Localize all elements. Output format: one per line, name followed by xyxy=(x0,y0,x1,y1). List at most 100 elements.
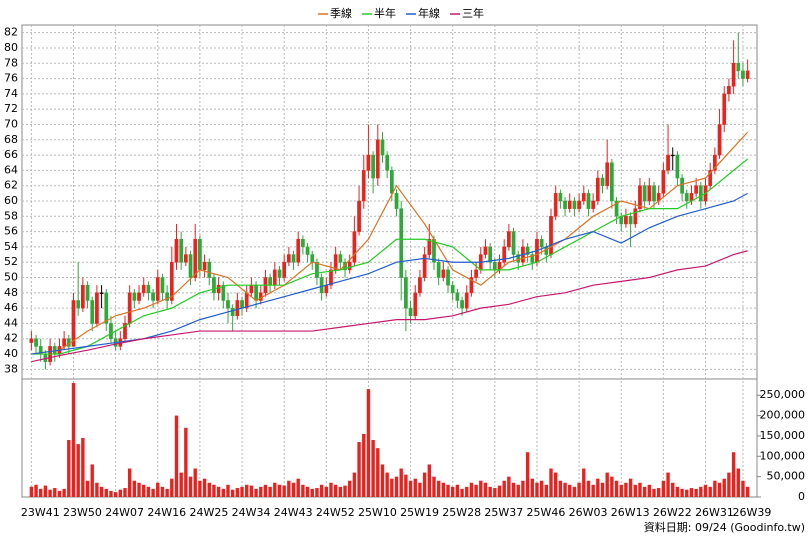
volume-bar xyxy=(483,482,488,497)
candle-body xyxy=(286,254,291,263)
y-tick-label: 40 xyxy=(4,347,18,360)
candle-body xyxy=(581,193,586,202)
volume-bar xyxy=(343,485,347,497)
candle-body xyxy=(450,284,455,294)
candle-body xyxy=(563,200,567,209)
candle-body xyxy=(389,170,394,194)
y-tick-label: 44 xyxy=(4,316,18,329)
x-tick-label: 24W34 xyxy=(232,506,271,519)
volume-bar xyxy=(62,488,66,497)
volume-bar xyxy=(376,448,380,497)
candle-body xyxy=(62,338,66,347)
candle-body xyxy=(352,231,357,263)
volume-bar xyxy=(282,485,286,497)
y-tick-label: 48 xyxy=(4,286,18,299)
legend-label: 季線 xyxy=(330,6,352,20)
candle-body xyxy=(165,292,169,301)
volume-bar xyxy=(174,415,179,497)
volume-bar xyxy=(647,484,652,497)
volume-bar xyxy=(146,486,151,497)
legend-label: 年線 xyxy=(418,6,440,20)
candle-body xyxy=(207,261,212,278)
candle-body xyxy=(572,200,577,209)
volume-bar xyxy=(118,489,123,497)
volume-bar xyxy=(699,486,703,497)
y-tick-label: 46 xyxy=(4,301,18,314)
volume-bar xyxy=(291,482,296,497)
candle-body xyxy=(586,193,591,209)
candle-body xyxy=(371,154,375,179)
candle-body xyxy=(525,246,530,255)
candle-body xyxy=(661,170,666,194)
candle-body xyxy=(198,239,202,271)
candle-body xyxy=(605,162,610,186)
candle-body xyxy=(647,185,652,202)
candle-body xyxy=(736,63,741,72)
volume-bar xyxy=(671,482,675,497)
volume-bar xyxy=(408,480,413,497)
volume-bar xyxy=(394,476,399,497)
candle-body xyxy=(684,193,689,202)
volume-bar xyxy=(446,484,450,497)
volume-bar xyxy=(469,482,474,497)
candle-body xyxy=(483,246,488,255)
volume-bar xyxy=(109,490,113,497)
candle-body xyxy=(474,269,478,278)
candle-body xyxy=(675,154,680,179)
candle-body xyxy=(347,261,352,271)
volume-bar xyxy=(474,484,478,497)
volume-bar xyxy=(535,482,539,497)
volume-bar xyxy=(390,478,394,497)
volume-bar xyxy=(521,480,525,497)
volume-bar xyxy=(81,437,85,497)
volume-bar xyxy=(422,472,427,497)
candle-body xyxy=(492,261,497,271)
candle-body xyxy=(244,292,249,309)
volume-bar xyxy=(113,492,118,497)
volume-bar xyxy=(507,476,511,497)
candle-body xyxy=(240,300,244,309)
volume-bar xyxy=(137,482,141,497)
volume-bar xyxy=(259,486,263,497)
volume-bar xyxy=(380,464,385,497)
candle-body xyxy=(741,70,745,79)
volume-bar xyxy=(127,468,132,497)
volume-bar xyxy=(99,486,104,497)
y-tick-label: 42 xyxy=(4,332,18,345)
y-tick-label: 56 xyxy=(4,225,18,238)
candle-body xyxy=(301,239,305,248)
candle-body xyxy=(212,277,216,294)
y-tick-label: 68 xyxy=(4,133,18,146)
candle-body xyxy=(366,154,371,171)
y2-tick-label: 200,000 xyxy=(760,409,806,422)
volume-bar xyxy=(188,476,193,497)
candle-body xyxy=(460,300,464,309)
candle-body xyxy=(418,277,422,294)
volume-bar xyxy=(184,427,188,497)
volume-bar xyxy=(385,472,389,497)
volume-bar xyxy=(638,482,642,497)
candle-body xyxy=(507,231,511,248)
volume-bar xyxy=(455,484,460,497)
x-tick-label: 26W22 xyxy=(653,506,692,519)
x-tick-label: 24W43 xyxy=(274,506,313,519)
candle-body xyxy=(333,254,338,271)
footer: 資料日期: 09/24 (Goodinfo.tw) xyxy=(644,520,805,534)
volume-bar xyxy=(563,482,567,497)
candle-body xyxy=(698,185,703,202)
x-tick-label: 23W50 xyxy=(63,506,102,519)
y-tick-label: 52 xyxy=(4,255,18,268)
x-tick-label: 24W25 xyxy=(189,506,228,519)
volume-bar xyxy=(268,486,272,497)
candle-body xyxy=(638,185,642,209)
y-tick-label: 64 xyxy=(4,163,18,176)
candle-body xyxy=(436,261,441,278)
volume-bar xyxy=(717,482,722,497)
candle-body xyxy=(90,300,95,324)
volume-bar xyxy=(156,482,160,497)
volume-bar xyxy=(371,440,375,497)
volume-bar xyxy=(586,480,591,497)
volume-bar xyxy=(357,442,361,497)
volume-bar xyxy=(596,478,600,497)
volume-bar xyxy=(165,488,169,497)
